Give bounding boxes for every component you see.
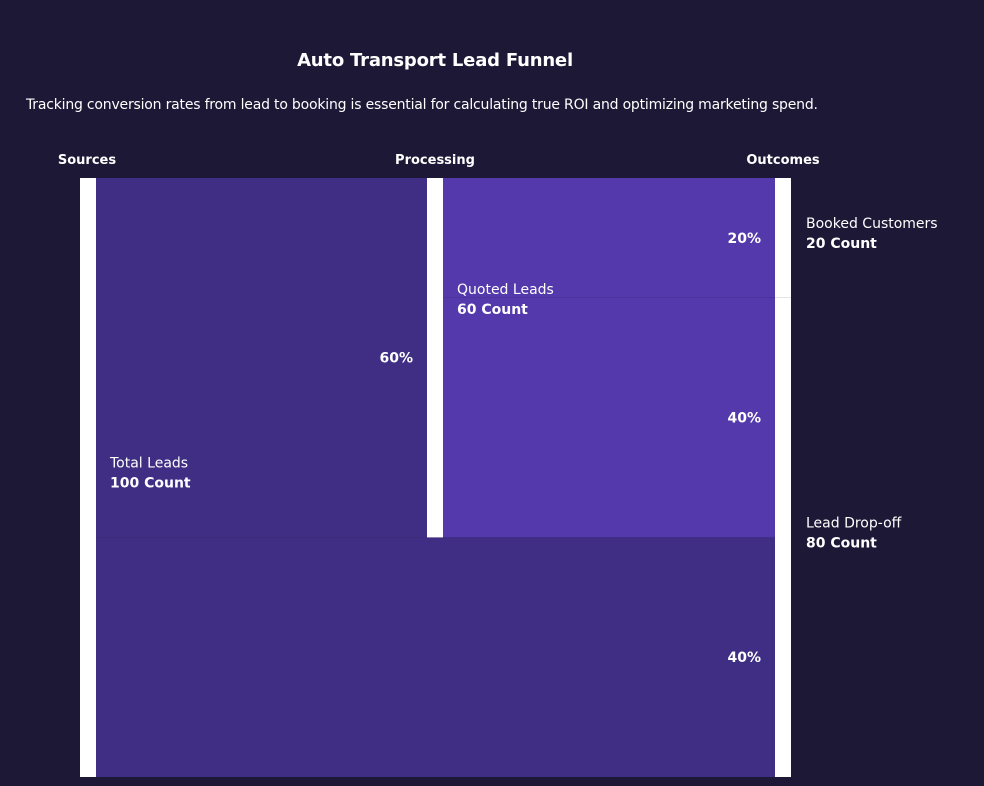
sankey-node-quoted <box>427 178 443 538</box>
sankey-link-quoted-booked <box>443 178 775 298</box>
sankey-link-total-dropoff <box>96 537 775 777</box>
node-name: Lead Drop-off <box>806 515 902 531</box>
sankey-node-total <box>80 178 96 777</box>
node-label-quoted: Quoted Leads 60 Count <box>457 282 554 318</box>
node-count: 20 Count <box>806 236 877 252</box>
node-label-dropoff: Lead Drop-off 80 Count <box>806 515 902 551</box>
link-value-label: 20% <box>727 231 761 247</box>
link-value-label: 40% <box>727 411 761 427</box>
sankey-node-booked <box>775 178 791 298</box>
node-label-total: Total Leads 100 Count <box>109 456 191 492</box>
column-header-sources: Sources <box>58 153 116 168</box>
column-header-processing: Processing <box>395 153 475 168</box>
node-label-booked: Booked Customers 20 Count <box>806 216 938 252</box>
sankey-link-quoted-dropoff <box>443 297 775 538</box>
node-name: Booked Customers <box>806 216 938 232</box>
link-value-label: 60% <box>379 351 413 367</box>
link-value-label: 40% <box>727 650 761 666</box>
node-group <box>80 178 791 777</box>
chart-title: Auto Transport Lead Funnel <box>297 50 573 71</box>
node-name: Total Leads <box>109 456 188 472</box>
node-count: 100 Count <box>110 476 191 492</box>
node-count: 80 Count <box>806 535 877 551</box>
node-name: Quoted Leads <box>457 282 554 298</box>
sankey-node-dropoff <box>775 297 791 777</box>
sankey-link-total-quoted <box>96 178 427 538</box>
chart-subtitle: Tracking conversion rates from lead to b… <box>26 97 818 113</box>
node-count: 60 Count <box>457 302 528 318</box>
link-label-group: 60% 20% 40% 40% <box>379 231 761 666</box>
column-header-outcomes: Outcomes <box>746 153 820 168</box>
link-group <box>96 178 775 777</box>
